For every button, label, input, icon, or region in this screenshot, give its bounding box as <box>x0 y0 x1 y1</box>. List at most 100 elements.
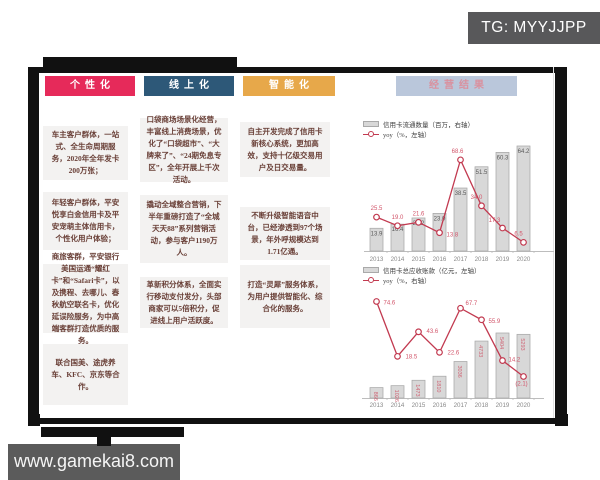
x-tick-label: 2014 <box>391 402 405 409</box>
line-marker <box>394 222 401 230</box>
bar-2018 <box>474 340 489 399</box>
line-value-label: 17.3 <box>489 218 501 224</box>
bar-value-label: 23.0 <box>434 216 446 222</box>
line-marker <box>415 218 422 226</box>
chart2-legend: 信用卡总应收账款（亿元，左轴） yoy（%，右轴） <box>363 266 481 285</box>
bar-2013 <box>369 387 384 399</box>
line-marker <box>520 238 527 246</box>
x-tick-label: 2018 <box>475 402 489 409</box>
info-box: 撬动全域整合营销，下半年重磅打造了“全城天天88”系列营销活动，参与客户1190… <box>140 195 228 263</box>
x-tick-label: 2014 <box>391 256 405 263</box>
chart-card-circulation: 201313.9201416.4201520.2201623.0201738.5… <box>364 145 554 263</box>
info-box: 自主开发完成了信用卡新核心系统，更加高效，支持十亿级交易用户及日交易量。 <box>240 122 330 177</box>
x-tick-label: 2017 <box>454 256 468 263</box>
bar-value-label: 4733 <box>477 345 483 357</box>
tab-online: 线上化 <box>144 76 234 96</box>
line-marker <box>499 224 506 232</box>
bar-value-label: 64.2 <box>518 149 530 155</box>
line-marker <box>436 229 443 237</box>
legend-item: yoy（%，右轴） <box>363 276 481 285</box>
line-marker <box>436 348 443 356</box>
slide-edge-line <box>553 67 554 418</box>
x-tick-label: 2016 <box>433 256 447 263</box>
bar-value-label: 3036 <box>456 365 462 377</box>
line-value-label: 25.5 <box>371 206 383 212</box>
bar-value-label: 1026 <box>393 390 399 402</box>
line-value-label: 68.6 <box>452 149 464 155</box>
redacted-source-line <box>41 427 184 437</box>
line-swatch-icon <box>363 276 379 284</box>
line-marker <box>478 316 485 324</box>
x-tick-label: 2019 <box>496 402 510 409</box>
x-tick-label: 2020 <box>517 256 531 263</box>
line-value-label: 34.0 <box>471 195 483 201</box>
yoy-line <box>375 301 524 378</box>
line-value-label: (2.1) <box>515 382 527 388</box>
line-swatch-icon <box>363 130 379 138</box>
bar-2013 <box>369 227 384 252</box>
line-marker <box>457 156 464 164</box>
x-tick-label: 2017 <box>454 402 468 409</box>
info-box: 联合国美、途虎养车、KFC、京东等合作。 <box>43 344 128 405</box>
redacted-source-connector <box>97 437 111 446</box>
bar-2020 <box>516 333 531 399</box>
yoy-line <box>376 157 524 243</box>
frame-right-bar <box>555 67 567 418</box>
tab-intelligence: 智能化 <box>243 76 335 96</box>
line-value-label: 21.6 <box>413 211 425 217</box>
line-value-label: 74.6 <box>384 300 396 306</box>
line-value-label: 43.6 <box>427 329 439 335</box>
line-value-label: 6.5 <box>514 231 523 237</box>
legend-item: 信用卡总应收账款（亿元，左轴） <box>363 266 481 275</box>
bar-2019 <box>495 152 510 252</box>
info-box: 商旅客群，平安银行美国运通“耀红卡”和“Safari卡”，以及携程、去哪儿、春秋… <box>43 252 128 345</box>
bar-value-label: 5293 <box>519 338 525 350</box>
legend-label: yoy（%，左轴） <box>383 132 431 139</box>
bar-swatch-icon <box>363 267 379 273</box>
x-tick-label: 2013 <box>370 402 384 409</box>
legend-label: yoy（%，右轴） <box>383 278 431 285</box>
line-marker <box>373 213 380 221</box>
info-box: 革新积分体系，全面实行移动支付发分，头部商家可以5倍积分，促进线上用户活跃度。 <box>140 277 228 328</box>
tab-label: 智能化 <box>269 80 314 91</box>
info-box: 车主客户群体，一站式、全生命周期服务，2020年全年发卡200万张； <box>43 126 128 180</box>
line-value-label: 55.9 <box>489 319 501 325</box>
line-value-label: 14.2 <box>509 358 521 364</box>
legend-item: yoy（%，左轴） <box>363 130 474 139</box>
redacted-title-bar <box>43 57 237 69</box>
tab-label: 线上化 <box>169 80 214 91</box>
bar-swatch-icon <box>363 121 379 127</box>
frame-top-bar <box>33 67 567 73</box>
tab-label: 个性化 <box>70 80 115 91</box>
line-value-label: 19.0 <box>392 215 404 221</box>
bar-2017 <box>453 361 468 399</box>
line-marker <box>520 373 527 380</box>
x-tick-label: 2020 <box>517 402 531 409</box>
line-value-label: 67.7 <box>466 301 478 307</box>
bar-value-label: 51.5 <box>476 170 488 176</box>
legend-label: 信用卡总应收账款（亿元，左轴） <box>383 268 481 275</box>
bar-2016 <box>432 375 447 399</box>
bar-value-label: 16.4 <box>392 227 404 233</box>
frame-bottom-bar <box>33 418 567 424</box>
bar-2015 <box>411 379 426 399</box>
info-box: 年轻客户群体，平安悦享白金信用卡及平安宠萌主体信用卡，个性化用户体验； <box>43 192 128 250</box>
line-value-label: 22.6 <box>448 350 460 356</box>
line-marker <box>394 352 401 360</box>
line-marker <box>478 202 485 210</box>
tab-results: 经营结果 <box>396 76 517 96</box>
frame-bottom-left-cap <box>28 414 40 426</box>
info-box: 口袋商场场景化经营，丰富线上消费场景，优化了“口袋超市”、“大牌来了”、“24期… <box>140 115 228 184</box>
site-watermark: www.gamekai8.com <box>8 444 180 480</box>
bar-2015 <box>411 217 426 252</box>
bar-value-label: 1810 <box>435 380 441 392</box>
line-value-label: 13.8 <box>447 233 459 239</box>
legend-label: 信用卡流通数量（百万，右轴） <box>383 122 474 129</box>
x-tick-label: 2018 <box>475 256 489 263</box>
bar-2020 <box>516 145 531 252</box>
bar-2017 <box>453 187 468 252</box>
info-box: 打造“灵犀”服务体系，为用户提供智能化、综合化的服务。 <box>240 265 330 328</box>
bar-value-label: 5404 <box>498 337 504 349</box>
